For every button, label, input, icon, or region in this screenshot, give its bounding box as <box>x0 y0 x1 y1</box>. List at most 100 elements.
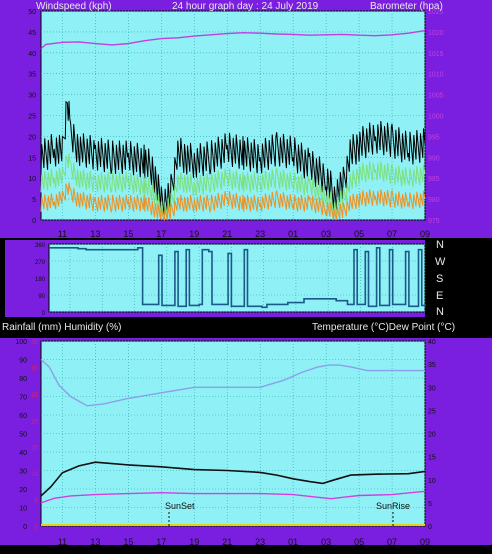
top-left-tick-label: 30 <box>28 93 36 100</box>
top-left-tick-label: 45 <box>28 30 36 37</box>
top-x-tick-label: 19 <box>189 229 199 239</box>
bottom-x-tick-label: 15 <box>123 537 133 547</box>
bottom-x-tick-label: 21 <box>222 537 232 547</box>
sunset-annotation: SunSet <box>165 501 195 511</box>
barometer-series <box>40 29 426 50</box>
top-right-tick-label: 990 <box>428 155 440 162</box>
humidity-series <box>40 358 425 407</box>
top-x-tick-label: 05 <box>354 229 364 239</box>
bottom-x-tick-label: 05 <box>354 537 364 547</box>
series-lines <box>40 29 426 526</box>
top-right-tick-label: 1005 <box>428 93 444 100</box>
top-x-tick-label: 11 <box>58 229 67 239</box>
bottom-right-tick-label: 0 <box>428 524 432 531</box>
bottom-x-tick-label: 17 <box>156 537 166 547</box>
rain-humidity-axis-title: Rainfall (mm) Humidity (%) <box>2 322 121 333</box>
top-right-tick-label: 1000 <box>428 114 444 121</box>
top-x-tick-label: 03 <box>321 229 331 239</box>
top-left-tick-label: 50 <box>28 9 36 16</box>
bottom-left-tick-label: 60 <box>19 413 27 420</box>
bottom-left-tick-label: 100 <box>15 339 27 346</box>
windspeed-axis-title: Windspeed (kph) <box>36 1 112 12</box>
bottom-rain-tick-label: 15 <box>31 446 38 452</box>
top-x-tick-label: 09 <box>420 229 430 239</box>
middle-plot-area <box>48 243 426 313</box>
bottom-right-tick-label: 10 <box>428 478 436 485</box>
bottom-right-tick-label: 5 <box>428 501 432 508</box>
bottom-left-tick-label: 10 <box>19 506 27 513</box>
top-left-tick-label: 15 <box>28 155 36 162</box>
bottom-left-tick-label: 0 <box>23 524 27 531</box>
temperature-series <box>40 461 426 497</box>
mid-left-tick-label: 360 <box>35 243 46 249</box>
top-right-tick-label: 1015 <box>428 51 444 58</box>
tick-labels: 0510152025303540455097598098599099510001… <box>15 9 443 547</box>
top-right-tick-label: 1020 <box>428 30 444 37</box>
bottom-rain-tick-label: 0 <box>35 525 39 531</box>
bottom-left-tick-label: 70 <box>19 395 27 402</box>
mid-left-tick-label: 0 <box>42 311 46 317</box>
barometer-axis-title: Barometer (hpa) <box>370 1 443 12</box>
top-right-tick-label: 995 <box>428 134 440 141</box>
top-x-tick-label: 13 <box>90 229 100 239</box>
bottom-x-tick-label: 09 <box>420 537 430 547</box>
bottom-x-tick-label: 03 <box>321 537 331 547</box>
bottom-right-tick-label: 15 <box>428 455 436 462</box>
compass-n-top: N <box>436 239 444 251</box>
top-right-tick-label: 980 <box>428 197 440 204</box>
top-x-tick-label: 21 <box>222 229 232 239</box>
compass-s: S <box>436 273 443 285</box>
top-x-tick-label: 17 <box>156 229 166 239</box>
mid-left-tick-label: 270 <box>35 260 46 266</box>
bottom-right-tick-label: 30 <box>428 385 436 392</box>
wind-direction-series <box>49 247 426 309</box>
top-x-tick-label: 23 <box>255 229 265 239</box>
dewpoint-series <box>40 490 426 504</box>
bottom-rain-tick-label: 25 <box>31 393 38 399</box>
top-x-tick-label: 15 <box>123 229 133 239</box>
wind-average-series <box>40 153 426 221</box>
bottom-left-tick-label: 20 <box>19 487 27 494</box>
wind-low-series <box>40 182 426 222</box>
sunrise-annotation: SunRise <box>376 501 410 511</box>
top-x-tick-label: 01 <box>288 229 298 239</box>
top-left-tick-label: 5 <box>32 197 36 204</box>
top-right-tick-label: 1025 <box>428 9 444 16</box>
bottom-left-tick-label: 50 <box>19 432 27 439</box>
bottom-right-tick-label: 40 <box>428 339 436 346</box>
bottom-rain-tick-label: 10 <box>31 472 38 478</box>
bottom-x-tick-label: 11 <box>58 537 67 547</box>
bottom-x-tick-label: 23 <box>255 537 265 547</box>
bottom-x-tick-label: 07 <box>387 537 397 547</box>
bottom-left-strip <box>0 545 492 554</box>
bottom-right-tick-label: 25 <box>428 408 436 415</box>
bottom-x-tick-label: 13 <box>90 537 100 547</box>
top-left-tick-label: 35 <box>28 72 36 79</box>
bottom-rain-tick-label: 30 <box>31 366 38 372</box>
bottom-left-tick-label: 80 <box>19 376 27 383</box>
top-left-tick-label: 20 <box>28 134 36 141</box>
top-left-tick-label: 40 <box>28 51 36 58</box>
bottom-rain-tick-label: 5 <box>35 499 39 505</box>
bottom-left-tick-label: 90 <box>19 358 27 365</box>
compass-w: W <box>435 256 446 268</box>
bottom-left-tick-label: 40 <box>19 450 27 457</box>
top-x-tick-label: 07 <box>387 229 397 239</box>
bottom-rain-tick-label: 35 <box>31 340 38 346</box>
top-left-tick-label: 0 <box>32 218 36 225</box>
wind-gust-series <box>40 100 426 219</box>
compass-n-bottom: N <box>436 306 444 318</box>
bottom-rain-tick-label: 20 <box>31 419 38 425</box>
bottom-right-tick-label: 20 <box>428 432 436 439</box>
top-right-tick-label: 1010 <box>428 72 444 79</box>
mid-left-tick-label: 90 <box>38 294 45 300</box>
top-right-tick-label: 985 <box>428 176 440 183</box>
temp-dewpoint-axis-title: Temperature (°C)Dew Point (°C) <box>312 322 455 333</box>
top-left-tick-label: 10 <box>28 176 36 183</box>
bottom-right-tick-label: 35 <box>428 362 436 369</box>
chart-title: 24 hour graph day : 24 July 2019 <box>172 1 319 12</box>
compass-e: E <box>436 290 443 302</box>
top-left-tick-label: 25 <box>28 114 36 121</box>
bottom-x-tick-label: 01 <box>288 537 298 547</box>
bottom-left-tick-label: 30 <box>19 469 27 476</box>
